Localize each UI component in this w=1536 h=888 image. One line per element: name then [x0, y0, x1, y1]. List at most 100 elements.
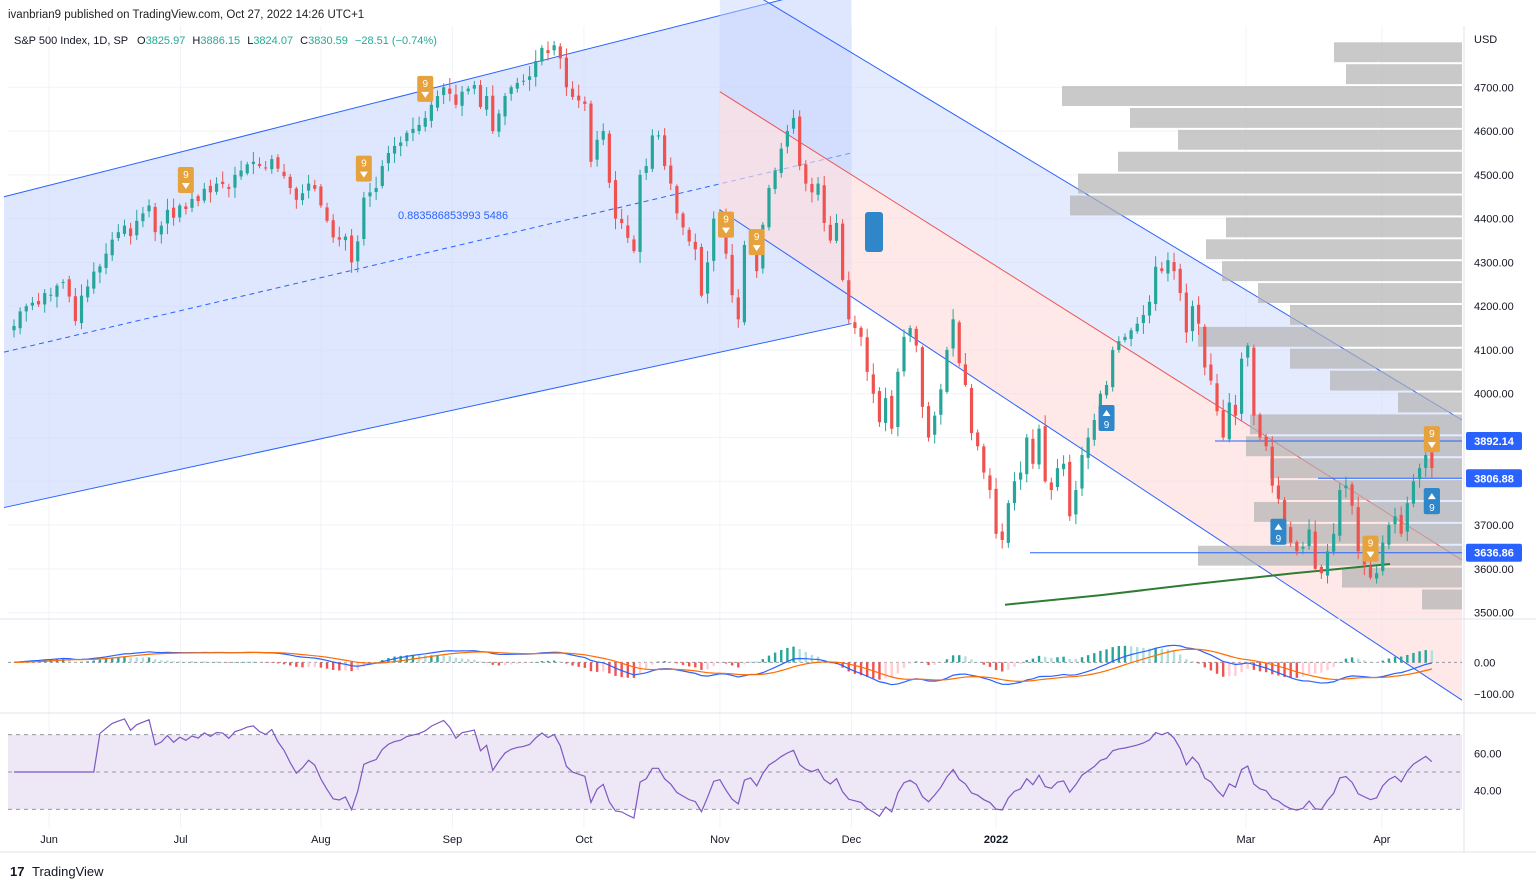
macd-histogram-bar: [712, 662, 715, 667]
candle-body: [656, 135, 661, 137]
macd-histogram-bar: [994, 662, 998, 670]
macd-histogram-bar: [565, 662, 568, 664]
macd-histogram-bar: [847, 662, 850, 672]
price-badge: [1466, 543, 1522, 562]
price-tick-label: 4700.00: [1474, 82, 1514, 94]
macd-histogram-bar: [755, 661, 758, 663]
macd-histogram-bar: [1013, 662, 1016, 667]
candle-body: [319, 186, 323, 206]
candle-body: [1117, 341, 1121, 351]
candle-body: [1172, 262, 1176, 272]
macd-histogram-bar: [430, 655, 433, 663]
time-tick-label: Nov: [710, 834, 730, 846]
candle-body: [785, 131, 789, 147]
macd-histogram-bar: [1338, 662, 1341, 663]
macd-histogram-bar: [645, 662, 648, 670]
candle-body: [1227, 402, 1231, 440]
arrow-up-icon: [1274, 523, 1283, 530]
macd-histogram-bar: [252, 661, 255, 663]
arrow-up-icon: [1427, 493, 1436, 500]
time-tick-label: Oct: [575, 834, 592, 846]
candle-body: [1019, 472, 1023, 480]
candle-body: [485, 96, 489, 110]
macd-histogram-bar: [1111, 647, 1114, 663]
macd-histogram-bar: [129, 657, 132, 663]
macd-histogram-bar: [878, 662, 881, 680]
candle-body: [976, 432, 980, 447]
price-tick-label: 3700.00: [1474, 520, 1514, 532]
macd-histogram-bar: [589, 662, 593, 672]
macd-histogram-bar: [1234, 662, 1237, 676]
candle-body: [926, 406, 931, 438]
macd-histogram-bar: [1037, 655, 1041, 663]
marker-box: [1098, 404, 1115, 431]
candle-body: [595, 139, 599, 160]
macd-histogram-bar: [160, 660, 163, 663]
macd-histogram-bar: [454, 657, 458, 663]
profile-bar: [1278, 480, 1462, 500]
candle-body: [374, 187, 378, 193]
candle-body: [1270, 446, 1274, 486]
candle-body: [264, 167, 268, 169]
candle-body: [1381, 542, 1385, 572]
signal-line: [13, 648, 1433, 682]
marker-label: 9: [723, 215, 729, 226]
candle-body: [1325, 551, 1330, 576]
macd-histogram-bar: [859, 662, 863, 676]
macd-histogram-bar: [552, 660, 556, 663]
macd-histogram-bar: [509, 662, 513, 665]
tradingview-logo[interactable]: 17 TradingView: [10, 864, 104, 879]
macd-histogram-bar: [325, 662, 329, 669]
candle-body: [159, 225, 163, 235]
time-tick-label: Jun: [40, 834, 58, 846]
candle-body: [98, 266, 102, 273]
buy-marker: 9: [1098, 404, 1115, 431]
candle-body: [417, 124, 421, 131]
arrow-down-icon: [181, 182, 190, 189]
macd-histogram-bar: [436, 655, 439, 663]
price-tick-label: 3500.00: [1474, 608, 1514, 620]
macd-histogram-bar: [706, 662, 709, 670]
high-value: 3886.15: [200, 35, 240, 47]
candle-body: [914, 328, 918, 346]
candle-body: [644, 166, 648, 173]
candle-body: [509, 87, 513, 94]
rsi-tick-label: 40.00: [1474, 786, 1502, 798]
macd-histogram-bar: [626, 662, 629, 678]
price-tick-label: 4200.00: [1474, 301, 1514, 313]
candle-body: [534, 61, 538, 78]
macd-histogram-bar: [534, 662, 537, 663]
candle-body: [472, 85, 476, 89]
volume-profile: [1062, 42, 1462, 610]
arrow-up-icon: [1102, 409, 1111, 416]
macd-histogram-bar: [964, 656, 967, 663]
candle-body: [1123, 336, 1127, 341]
macd-histogram-bar: [1117, 646, 1121, 663]
macd-histogram-bar: [921, 662, 924, 663]
candle-body: [141, 213, 145, 222]
macd-histogram-bar: [239, 662, 243, 663]
time-tick-label: Mar: [1236, 834, 1255, 846]
candle-body: [1411, 481, 1416, 504]
price-tick-label: 4600.00: [1474, 126, 1514, 138]
candle-body: [1307, 529, 1311, 546]
candle-body: [18, 311, 22, 329]
macd-histogram-bar: [295, 662, 298, 667]
moving-average: [1004, 563, 1391, 606]
candle-body: [466, 88, 470, 92]
marker-box: [1423, 426, 1440, 453]
candle-body: [1375, 573, 1379, 579]
profile-bar: [1258, 283, 1462, 303]
macd-histogram-bar: [602, 662, 605, 672]
buy-marker: 9: [1270, 518, 1287, 545]
macd-histogram-bar: [927, 662, 930, 666]
macd-histogram-bar: [215, 661, 218, 663]
candle-body: [503, 96, 507, 117]
price-tick-label: 4500.00: [1474, 170, 1514, 182]
time-tick-label: Aug: [311, 834, 331, 846]
candle-body: [251, 161, 255, 165]
macd-histogram-bar: [1381, 660, 1384, 663]
macd-histogram-bar: [258, 662, 261, 663]
profile-bar: [1342, 567, 1462, 588]
